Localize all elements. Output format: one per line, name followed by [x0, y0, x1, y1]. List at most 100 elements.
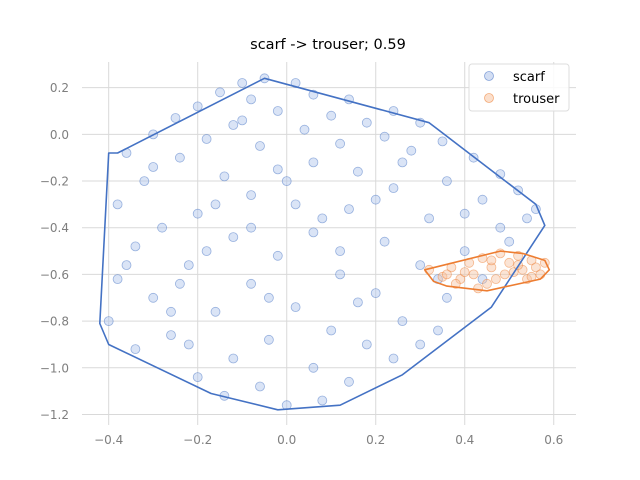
data-point-scarf [504, 236, 515, 247]
data-point-scarf [272, 164, 283, 175]
data-point-trouser [495, 248, 506, 259]
y-axis-ticks: 0.2 0.0 −0.2 −0.4 −0.6 −0.8 −1.0 −1.2 [40, 81, 69, 422]
data-point-scarf [174, 152, 185, 163]
data-point-scarf [441, 292, 452, 303]
data-point-scarf [201, 246, 212, 257]
data-point-scarf [263, 292, 274, 303]
data-point-scarf [441, 176, 452, 187]
data-point-scarf [326, 110, 337, 121]
data-point-trouser [468, 269, 479, 280]
data-point-trouser [441, 269, 452, 280]
x-tick-label: 0.0 [277, 433, 296, 447]
y-tick-label: 0.2 [50, 81, 69, 95]
y-tick-label: −0.2 [40, 175, 69, 189]
x-axis-ticks: −0.4 −0.2 0.0 0.2 0.4 0.6 [94, 433, 563, 447]
data-point-scarf [361, 339, 372, 350]
data-point-scarf [148, 162, 159, 172]
data-point-scarf [192, 372, 203, 383]
data-point-scarf [228, 232, 239, 243]
x-tick-label: 0.6 [544, 433, 563, 447]
data-point-scarf [112, 274, 123, 285]
data-point-scarf [352, 166, 363, 177]
legend-label-scarf: scarf [513, 70, 545, 85]
data-point-scarf [255, 141, 265, 151]
legend-frame [468, 63, 570, 112]
data-point-scarf [290, 302, 301, 313]
data-point-scarf [103, 316, 114, 327]
data-point-scarf [495, 222, 506, 233]
y-tick-label: 0.0 [50, 128, 69, 142]
data-point-scarf [210, 306, 221, 317]
data-point-trouser [499, 269, 510, 280]
data-point-scarf [148, 292, 159, 303]
legend-marker-trouser [484, 93, 494, 103]
data-point-scarf [246, 222, 257, 233]
grid [82, 62, 576, 425]
data-point-scarf [246, 190, 257, 201]
data-point-scarf [344, 376, 354, 387]
data-point-trouser [473, 283, 484, 294]
data-point-trouser [535, 269, 546, 280]
data-point-scarf [201, 134, 212, 144]
data-point-scarf [130, 344, 141, 355]
series-points-scarf [103, 73, 541, 411]
data-point-scarf [192, 208, 203, 219]
convex-hulls [99, 77, 551, 411]
data-point-scarf [246, 94, 257, 105]
data-point-scarf [308, 362, 319, 373]
data-point-trouser [531, 262, 541, 273]
data-point-scarf [370, 288, 381, 299]
legend-marker-scarf [484, 71, 494, 81]
data-point-scarf [237, 78, 248, 88]
data-point-scarf [170, 113, 181, 123]
data-point-scarf [317, 213, 328, 224]
data-point-scarf [335, 246, 346, 257]
data-point-scarf [424, 213, 435, 224]
data-point-scarf [308, 227, 319, 238]
data-point-scarf [335, 138, 346, 149]
data-point-scarf [263, 334, 274, 345]
data-point-scarf [317, 395, 328, 406]
data-point-scarf [228, 120, 239, 130]
data-point-scarf [183, 339, 194, 350]
data-point-scarf [415, 339, 426, 350]
chart-title: scarf -> trouser; 0.59 [250, 37, 406, 53]
data-point-scarf [139, 176, 150, 187]
data-point-scarf [272, 250, 283, 261]
data-point-scarf [130, 241, 141, 252]
legend: scarf trouser [468, 63, 570, 112]
data-point-trouser [482, 278, 492, 289]
data-point-scarf [326, 325, 337, 336]
data-point-scarf [522, 213, 532, 224]
hull-scarf [99, 77, 546, 411]
data-point-scarf [174, 278, 185, 289]
data-point-scarf [344, 204, 354, 215]
data-point-trouser [486, 255, 497, 266]
y-tick-label: −1.0 [40, 361, 69, 375]
data-point-scarf [112, 199, 123, 210]
data-point-scarf [379, 131, 390, 142]
data-point-scarf [397, 157, 408, 168]
y-tick-label: −1.2 [40, 408, 69, 422]
data-point-scarf [415, 260, 426, 271]
data-point-trouser [486, 262, 497, 273]
data-point-scarf [406, 145, 417, 156]
data-point-scarf [397, 316, 408, 327]
data-point-scarf [255, 381, 265, 392]
data-point-scarf [192, 101, 203, 112]
data-point-scarf [219, 171, 230, 182]
data-point-trouser [459, 267, 470, 278]
data-point-scarf [352, 297, 363, 308]
data-point-scarf [166, 330, 176, 341]
data-point-scarf [459, 246, 470, 257]
y-tick-label: −0.6 [40, 268, 69, 282]
data-point-scarf [361, 117, 372, 128]
data-point-scarf [210, 199, 221, 210]
data-point-scarf [388, 183, 399, 194]
data-point-scarf [433, 325, 443, 336]
data-point-scarf [459, 208, 470, 219]
data-point-scarf [281, 176, 292, 187]
data-point-scarf [388, 353, 399, 364]
data-point-scarf [477, 194, 488, 205]
